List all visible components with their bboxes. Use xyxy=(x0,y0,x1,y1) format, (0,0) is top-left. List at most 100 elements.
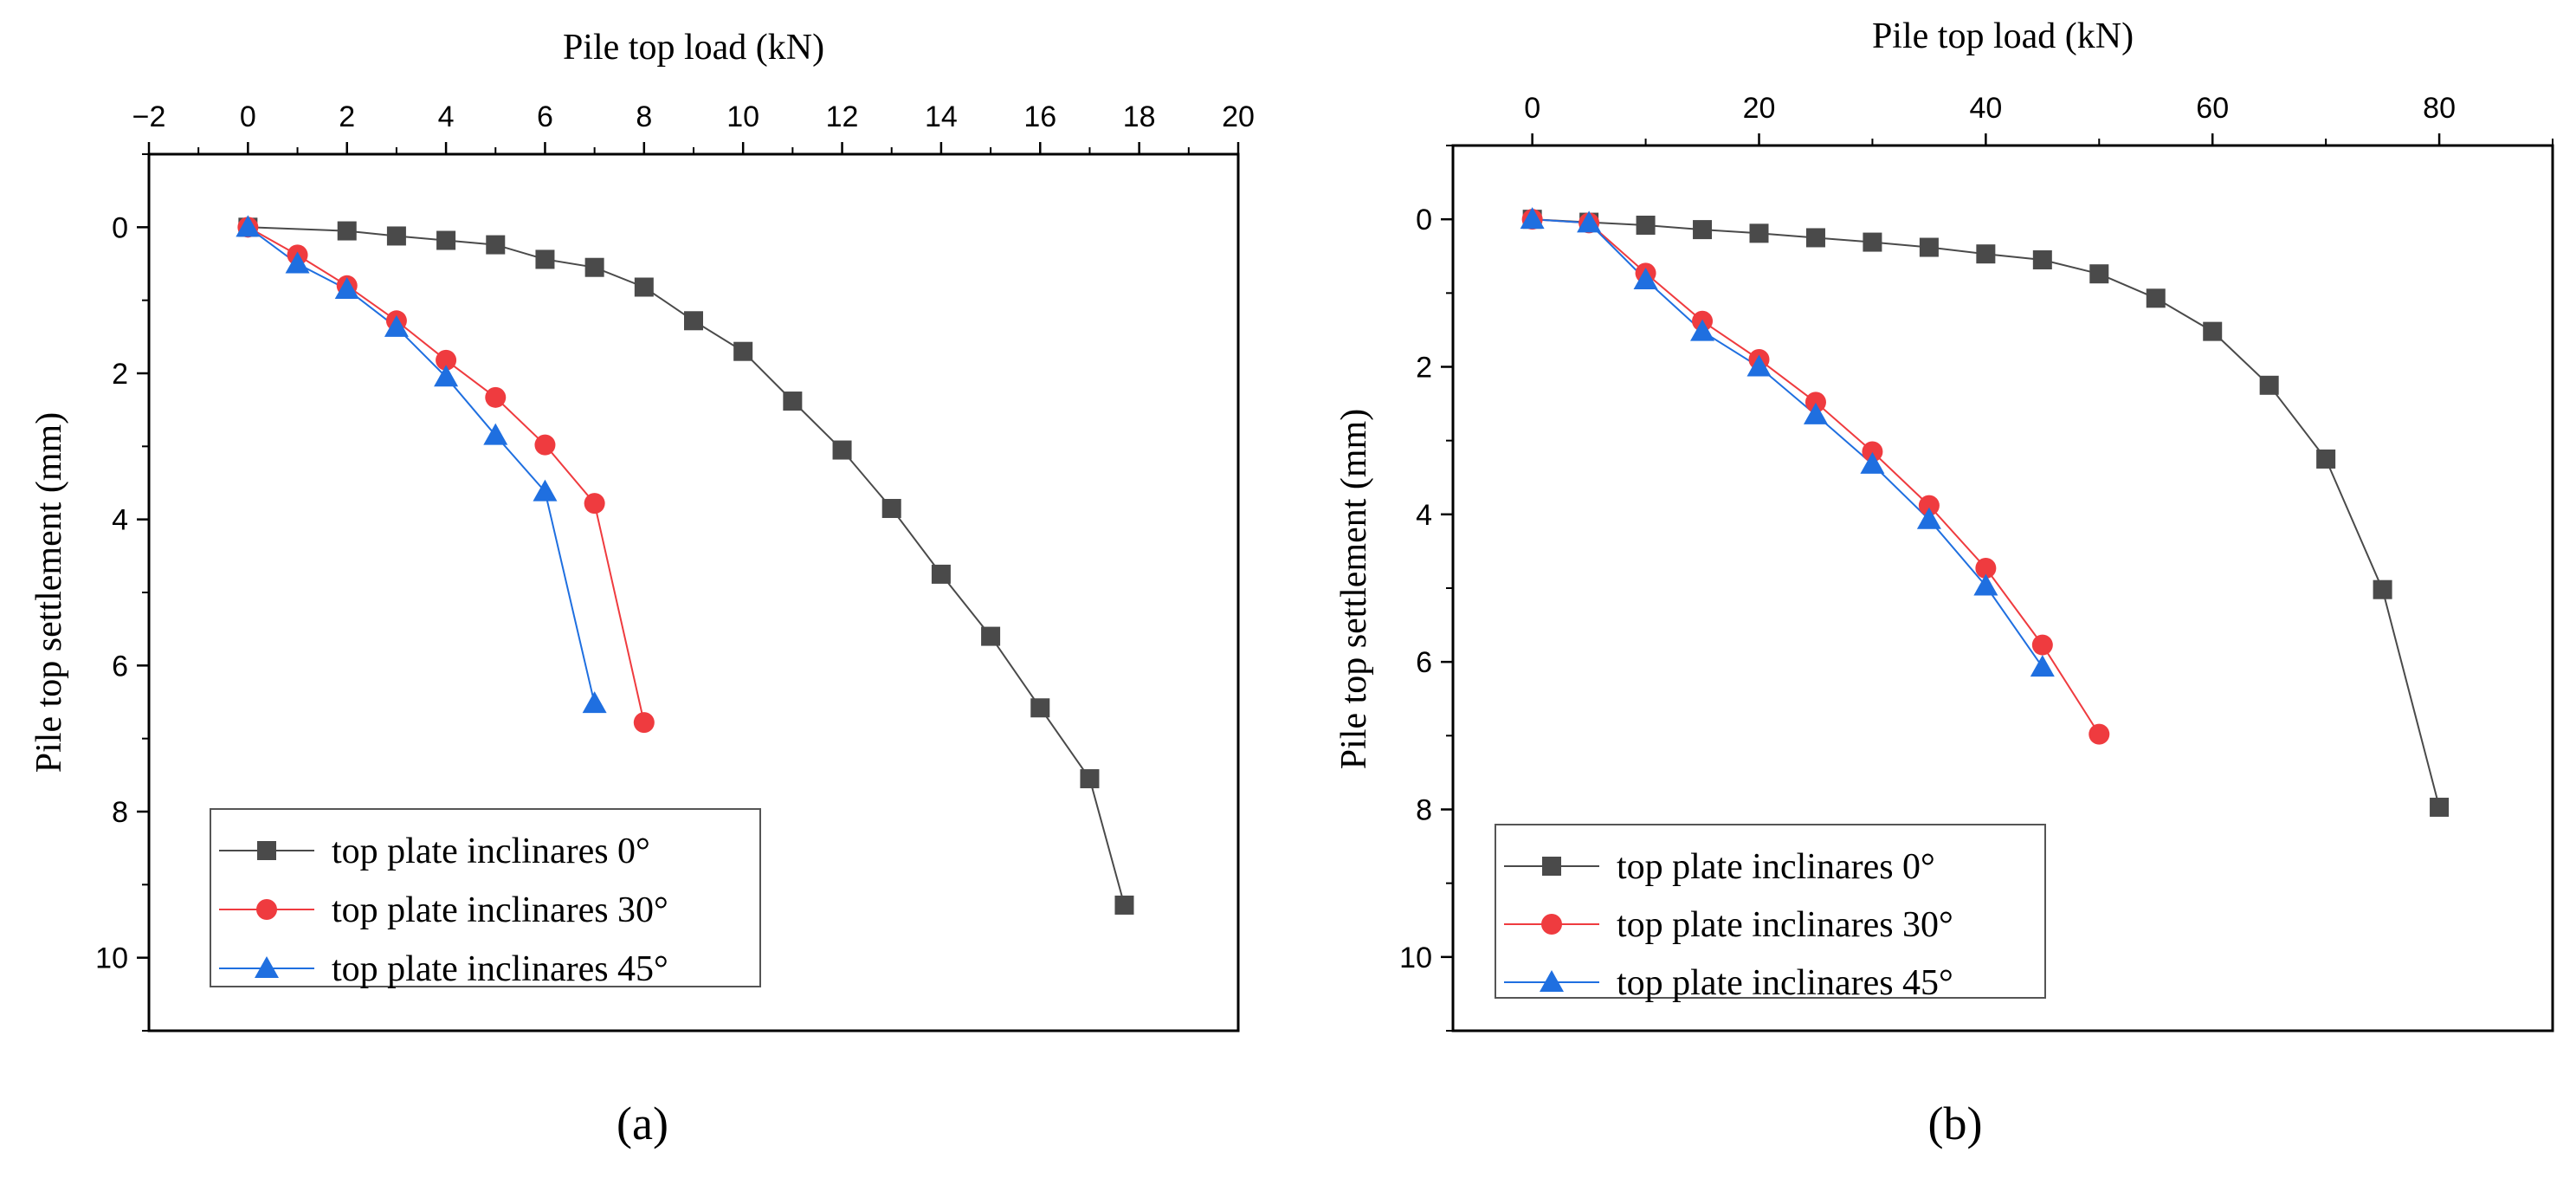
panel-a-y-axis-title: Pile top settlement (mm) xyxy=(29,412,69,773)
panel-b-data-point-s1 xyxy=(1804,392,1826,413)
panel-b-data-point-s2 xyxy=(1973,573,1998,596)
panel-a-legend-swatch-marker xyxy=(255,956,279,978)
panel-b-legend-entries: top plate inclinares 0° top plate inclina… xyxy=(1504,847,1953,1003)
panel-a-data-point-s0 xyxy=(436,230,456,250)
panel-a-data-point-s0 xyxy=(684,311,703,331)
panel-a-data-point-s0 xyxy=(1030,698,1050,718)
panel-a-data-point-s1 xyxy=(584,493,605,515)
panel-a-x-tick-label: 12 xyxy=(826,100,859,133)
panel-b-tick-labels: 0 20 40 60 80 0 2 4 6 8 10 xyxy=(1399,92,2456,974)
panel-b-data-point-s2 xyxy=(2030,655,2055,677)
panel-b-x-tick-label: 80 xyxy=(2423,92,2456,125)
panel-b-data-point-s0 xyxy=(2146,288,2166,308)
panel-a-data-point-s0 xyxy=(981,626,1001,646)
panel-b-chart: 0 20 40 60 80 0 2 4 6 8 10 Pile top load (kN) Pile… xyxy=(1334,16,2554,1149)
panel-b-x-axis-title: Pile top load (kN) xyxy=(1872,16,2134,56)
panel-a-x-tick-label: 16 xyxy=(1023,100,1056,133)
panel-b-x-tick-label: 40 xyxy=(1969,92,2002,125)
panel-a-x-axis-title: Pile top load (kN) xyxy=(563,28,824,68)
panel-a-x-tick-label: 8 xyxy=(636,100,652,133)
panel-a-data-point-s2 xyxy=(533,479,558,502)
panel-b-legend: top plate inclinares 0° top plate inclina… xyxy=(1495,824,2046,1003)
panel-b-y-tick-label: 8 xyxy=(1416,794,1432,827)
panel-a-data-point-s0 xyxy=(386,226,406,246)
panel-a-data-point-s1 xyxy=(485,386,507,408)
panel-a-data-point-s2 xyxy=(334,277,359,300)
panel-b-data-point-s2 xyxy=(1690,319,1715,341)
panel-a-data-point-s0 xyxy=(486,235,506,255)
panel-b-data-point-s1 xyxy=(1918,495,1940,516)
panel-b-data-point-s0 xyxy=(2032,250,2052,270)
panel-b-data-point-s0 xyxy=(1636,215,1656,235)
panel-b-data-point-s2 xyxy=(1803,402,1828,424)
panel-b-data-point-s2 xyxy=(1520,207,1545,230)
panel-a-legend-box xyxy=(210,808,761,987)
panel-b-data-point-s0 xyxy=(2089,264,2109,284)
panel-a-y-tick-label: 4 xyxy=(112,504,128,537)
panel-b-data-point-s2 xyxy=(1916,507,1941,529)
panel-a-data-point-s0 xyxy=(733,341,753,361)
panel-a-legend: top plate inclinares 0° top plate inclina… xyxy=(210,808,761,989)
panel-b-legend-swatch-marker xyxy=(1541,914,1562,935)
panel-b-legend-box xyxy=(1495,824,2046,999)
panel-b-data-point-s0 xyxy=(1976,244,1996,264)
panel-b-data-point-s0 xyxy=(2430,797,2450,817)
panel-b-label: (b) xyxy=(1928,1097,1983,1149)
panel-a-data-point-s2 xyxy=(434,365,459,387)
panel-a-data-point-s2 xyxy=(236,215,261,237)
panel-b-data-point-s0 xyxy=(1805,228,1825,248)
panel-a-data-point-s2 xyxy=(384,314,409,337)
panel-a-data-point-s2 xyxy=(285,251,310,274)
panel-a-data-point-s2 xyxy=(483,423,508,445)
panel-b-data-point-s0 xyxy=(1919,237,1939,257)
panel-b-markers xyxy=(1520,207,2450,817)
panel-b-data-point-s1 xyxy=(1862,441,1883,463)
panel-b-y-tick-label: 4 xyxy=(1416,499,1432,532)
panel-b-data-point-s2 xyxy=(1746,354,1772,377)
panel-b-data-point-s1 xyxy=(1975,558,1997,579)
panel-b-series-line-0 xyxy=(1532,218,2441,808)
panel-a-data-point-s1 xyxy=(633,712,655,734)
panel-a-data-point-s0 xyxy=(783,392,803,411)
panel-a-x-tick-label: 2 xyxy=(339,100,355,133)
panel-a-data-point-s1 xyxy=(436,349,457,371)
panel-a-legend-label: top plate inclinares 0° xyxy=(332,832,650,871)
panel-a-chart: −2 0 2 4 6 8 10 12 14 16 18 20 0 2 4 6 8 10 Pile top load… xyxy=(29,28,1255,1149)
panel-a-y-tick-label: 2 xyxy=(112,358,128,391)
panel-a-data-point-s1 xyxy=(534,434,556,456)
panel-a-y-tick-label: 0 xyxy=(112,211,128,244)
panel-b-y-axis-title: Pile top settlement (mm) xyxy=(1334,409,1374,769)
panel-a-data-point-s0 xyxy=(535,249,555,269)
panel-a-tick-labels: −2 0 2 4 6 8 10 12 14 16 18 20 0 2 4 6 8 10 xyxy=(95,100,1255,975)
panel-a-x-tick-label: 18 xyxy=(1123,100,1156,133)
panel-a-x-tick-label: −2 xyxy=(132,100,166,133)
panel-a-legend-swatch-marker xyxy=(256,899,277,920)
panel-b-data-point-s2 xyxy=(1577,210,1602,233)
panel-a-ticks xyxy=(137,142,1240,1032)
panel-b-x-tick-label: 20 xyxy=(1743,92,1776,125)
panel-a-data-point-s0 xyxy=(931,564,951,584)
panel-b-legend-swatch-marker xyxy=(1542,857,1561,876)
panel-a-data-point-s0 xyxy=(1114,895,1134,915)
panel-b-series-line-2 xyxy=(1532,218,2043,668)
panel-a-series-line-2 xyxy=(247,226,596,704)
panel-b-legend-label: top plate inclinares 0° xyxy=(1617,847,1935,887)
panel-b-data-point-s1 xyxy=(2031,634,2053,656)
panel-b-ticks xyxy=(1441,133,2553,1032)
panel-a-y-tick-label: 10 xyxy=(95,942,128,975)
panel-a-x-tick-label: 4 xyxy=(438,100,455,133)
panel-b-data-point-s0 xyxy=(2259,375,2279,395)
panel-a-data-point-s2 xyxy=(582,691,607,714)
panel-b-data-point-s1 xyxy=(2089,723,2110,745)
panel-a-y-tick-label: 6 xyxy=(112,650,128,683)
panel-b-data-point-s0 xyxy=(2373,579,2392,599)
panel-a-x-tick-label: 20 xyxy=(1222,100,1255,133)
panel-a-x-tick-label: 6 xyxy=(537,100,553,133)
panel-b-x-tick-label: 60 xyxy=(2196,92,2229,125)
panel-b-series-line-1 xyxy=(1532,218,2101,735)
panel-b-y-tick-label: 0 xyxy=(1416,204,1432,236)
panel-a-series-line-1 xyxy=(247,226,645,723)
panel-b-y-tick-label: 2 xyxy=(1416,352,1432,385)
panel-b-data-point-s0 xyxy=(1749,223,1769,243)
